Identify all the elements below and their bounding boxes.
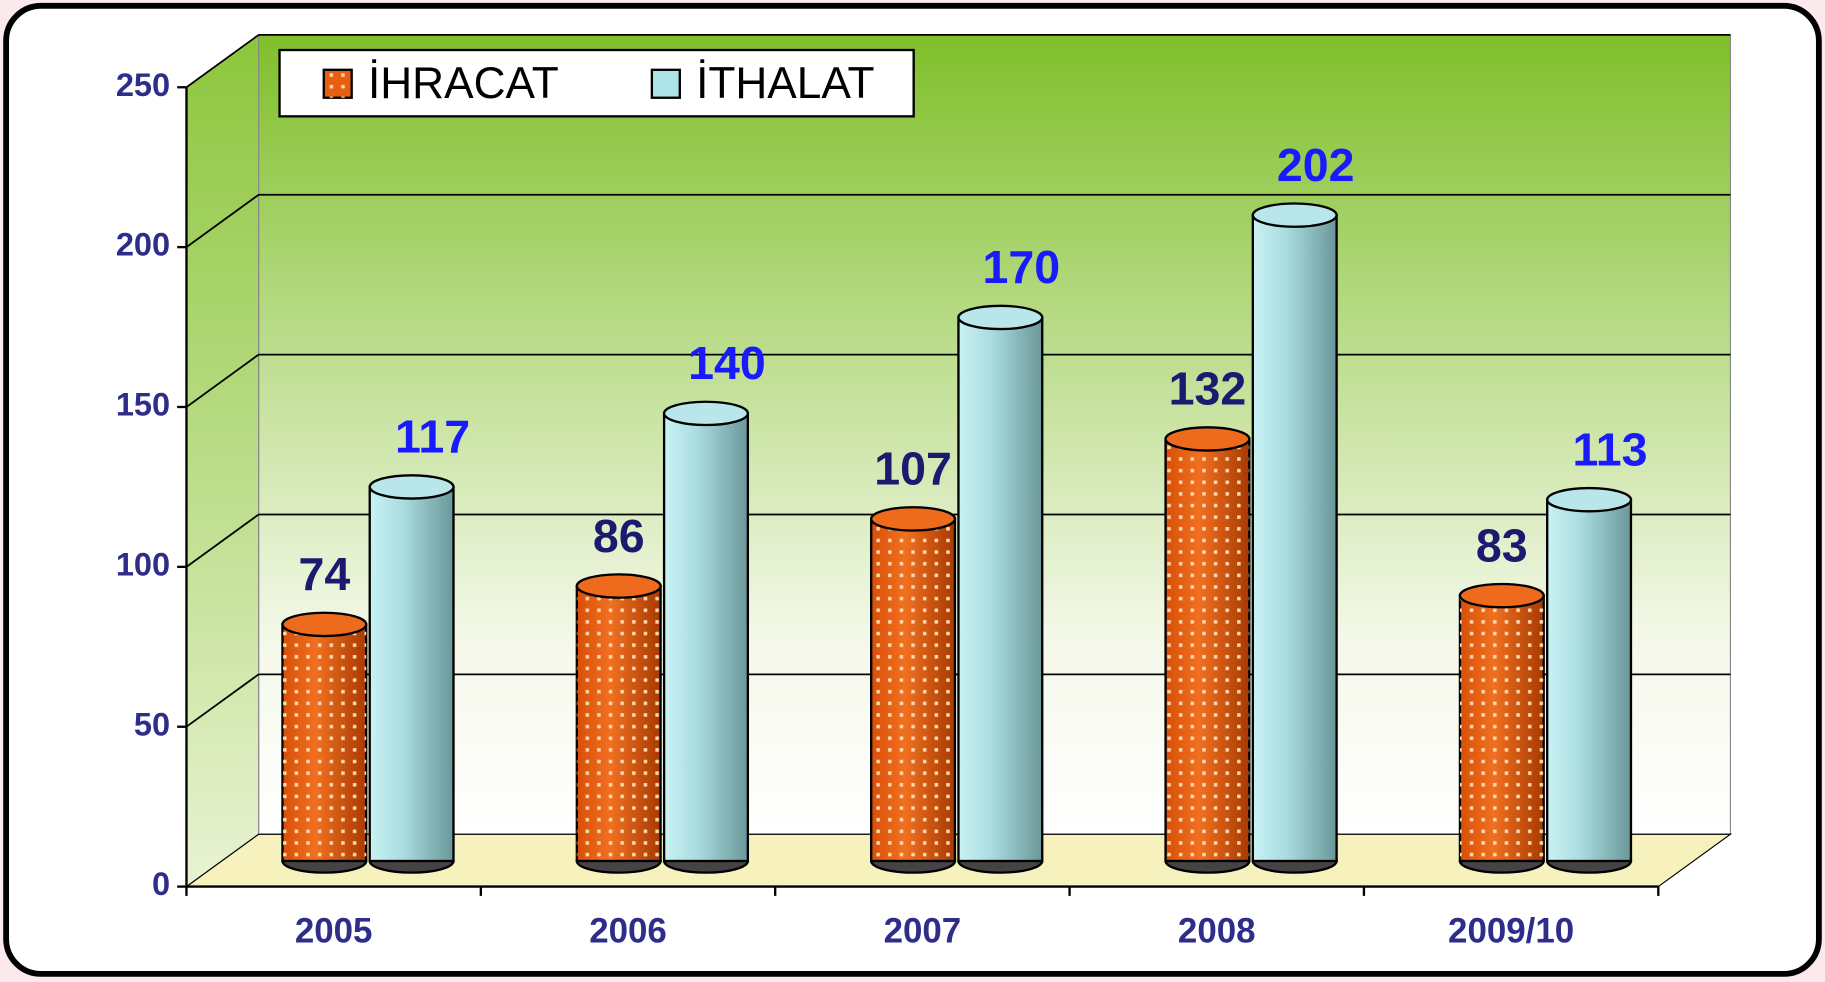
bar-top [281, 611, 368, 638]
bar-top [575, 573, 662, 599]
bar-top [957, 304, 1044, 331]
bar-pattern [1459, 595, 1544, 861]
bar-top [870, 506, 957, 532]
legend-swatch-pattern [323, 69, 352, 98]
side-wall [185, 33, 260, 888]
grid-line [185, 673, 260, 728]
x-tick-label: 2007 [884, 911, 962, 950]
data-label: 83 [1476, 519, 1528, 571]
data-label: 74 [298, 548, 350, 600]
y-tick-label: 50 [134, 706, 170, 742]
x-tick-label: 2005 [295, 911, 373, 950]
bar-top [1164, 426, 1251, 452]
x-tick-label: 2008 [1178, 911, 1256, 950]
bar-pattern [871, 518, 955, 861]
legend-swatch [650, 68, 681, 99]
bar-cylinder [575, 573, 662, 874]
data-label: 140 [688, 337, 766, 389]
bar-cylinder [870, 506, 957, 874]
bar [957, 316, 1044, 863]
x-tick-label: 2006 [589, 911, 667, 950]
y-tick-label: 150 [116, 387, 170, 423]
data-label: 202 [1277, 139, 1355, 191]
data-label: 117 [395, 411, 470, 463]
grid-line [185, 513, 260, 568]
grid-line [185, 194, 260, 248]
bar-pattern [576, 586, 661, 861]
bar-cylinder [1458, 582, 1545, 874]
legend-label: İTHALAT [696, 59, 874, 108]
bar-top [662, 400, 750, 427]
bar-cylinder [662, 400, 750, 874]
legend-box [278, 48, 915, 118]
bar-pattern [1165, 438, 1250, 861]
legend-label: İHRACAT [368, 59, 559, 108]
bar-cylinder [1251, 202, 1338, 874]
bar-pattern [282, 624, 367, 861]
data-label: 132 [1169, 363, 1247, 415]
bar-top [1458, 582, 1545, 609]
bar-cylinder [1546, 486, 1633, 874]
data-label: 113 [1572, 423, 1647, 475]
data-label: 86 [593, 510, 645, 562]
bar [1546, 498, 1633, 863]
bar [368, 485, 455, 863]
bar-cylinder [957, 304, 1044, 874]
bar [662, 412, 750, 863]
legend: İHRACAT İTHALAT [278, 48, 915, 118]
bar-top [1546, 486, 1633, 513]
bar-cylinder [1164, 426, 1251, 874]
data-label: 107 [874, 443, 952, 495]
y-tick-label: 100 [116, 546, 170, 582]
y-tick-label: 0 [152, 866, 170, 902]
x-tick-label: 2009/10 [1448, 911, 1574, 950]
grid-line [185, 34, 260, 88]
data-label: 170 [982, 241, 1060, 293]
bar-top [368, 474, 455, 500]
bar-cylinder [281, 611, 368, 874]
y-tick-label: 250 [116, 67, 170, 103]
bar [1251, 213, 1338, 863]
grid-line [185, 353, 260, 408]
y-tick-label: 200 [116, 227, 170, 263]
bar-top [1251, 202, 1338, 228]
bar-cylinder [368, 474, 455, 874]
